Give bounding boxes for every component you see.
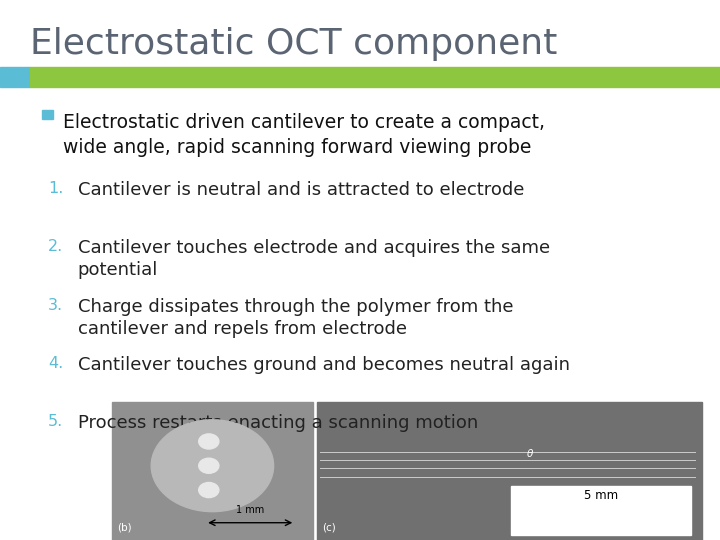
Text: Cantilever touches ground and becomes neutral again: Cantilever touches ground and becomes ne…: [78, 356, 570, 374]
Text: Electrostatic driven cantilever to create a compact,
wide angle, rapid scanning : Electrostatic driven cantilever to creat…: [63, 113, 545, 157]
Bar: [511, 486, 691, 535]
Text: Cantilever touches electrode and acquires the same
potential: Cantilever touches electrode and acquire…: [78, 239, 550, 279]
Text: 5 mm: 5 mm: [584, 489, 618, 502]
Bar: [317, 402, 702, 540]
Bar: [42, 110, 53, 119]
Text: 1 mm: 1 mm: [236, 505, 264, 515]
Circle shape: [199, 458, 219, 473]
Text: (b): (b): [117, 522, 132, 532]
Bar: [112, 402, 313, 540]
Text: 2.: 2.: [48, 239, 63, 254]
Circle shape: [199, 483, 219, 498]
Text: Electrostatic OCT component: Electrostatic OCT component: [30, 28, 557, 61]
Text: (c): (c): [322, 522, 336, 532]
Text: Charge dissipates through the polymer from the
cantilever and repels from electr: Charge dissipates through the polymer fr…: [78, 298, 513, 338]
Text: 5.: 5.: [48, 414, 63, 429]
Bar: [0, 67, 30, 87]
Text: 1.: 1.: [48, 181, 63, 196]
Circle shape: [151, 420, 274, 512]
Text: Process restarts enacting a scanning motion: Process restarts enacting a scanning mot…: [78, 414, 478, 432]
Bar: [30, 67, 720, 87]
Text: $\theta$: $\theta$: [526, 447, 534, 458]
Text: Cantilever is neutral and is attracted to electrode: Cantilever is neutral and is attracted t…: [78, 181, 524, 199]
Text: 3.: 3.: [48, 298, 63, 313]
Circle shape: [199, 434, 219, 449]
Text: 4.: 4.: [48, 356, 63, 371]
